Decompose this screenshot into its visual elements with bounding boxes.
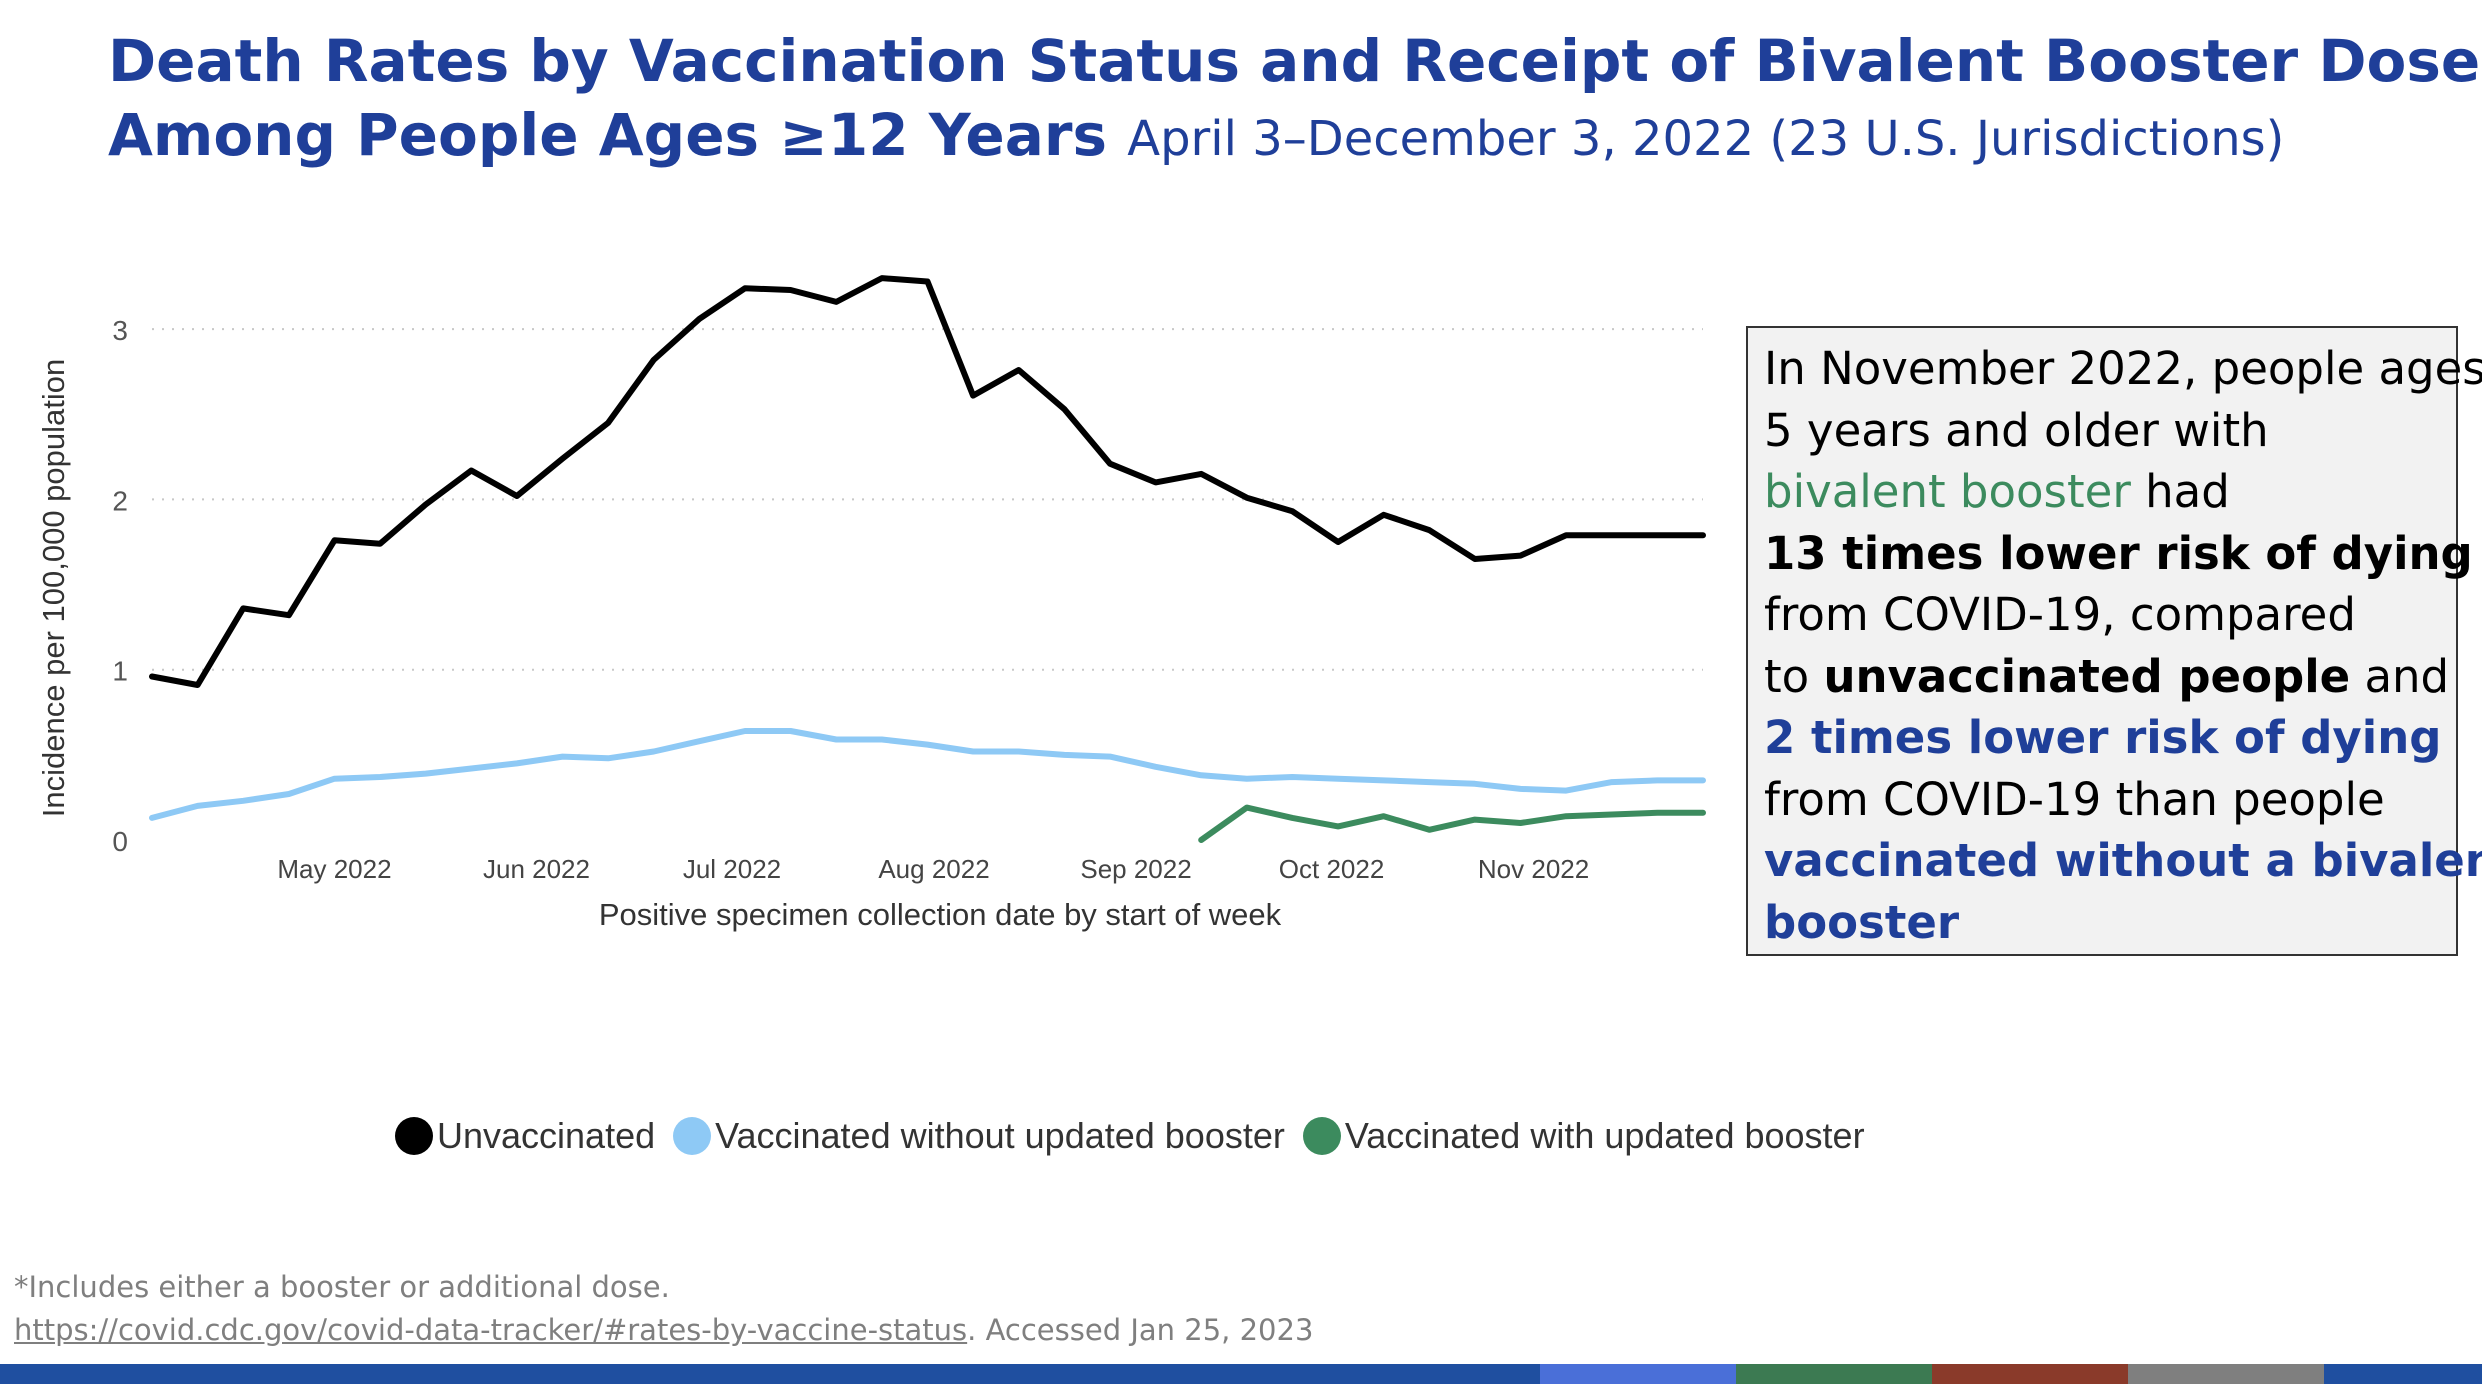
x-tick-label: Jun 2022 [483, 854, 590, 884]
callout-line: 5 years and older with [1764, 403, 2269, 457]
legend-dot-icon [673, 1117, 712, 1155]
chart-grid [152, 328, 1703, 671]
bar-segment [2128, 1364, 2324, 1384]
y-tick-label: 2 [112, 485, 128, 516]
bar-segment [1736, 1364, 1932, 1384]
x-tick-label: Aug 2022 [878, 854, 989, 884]
y-axis-ticks: 0 1 2 3 [112, 315, 128, 857]
x-tick-label: May 2022 [277, 854, 391, 884]
source-link[interactable]: https://covid.cdc.gov/covid-data-tracker… [14, 1313, 968, 1347]
bar-segment [0, 1364, 1540, 1384]
callout-line: In November 2022, people ages [1764, 342, 2482, 395]
callout-line: to unvaccinated people and [1764, 646, 2449, 708]
y-tick-label: 0 [112, 826, 128, 857]
y-axis-label: Incidence per 100,000 population [36, 359, 71, 817]
series-line-vaccinated-without-updated-booster [149, 728, 1706, 821]
slide-title: Death Rates by Vaccination Status and Re… [108, 24, 2482, 176]
x-axis-label: Positive specimen collection date by sta… [599, 897, 1282, 932]
accessed-date: . Accessed Jan 25, 2023 [967, 1313, 1314, 1347]
callout-bivalent-booster: bivalent booster [1764, 465, 2131, 518]
bottom-color-bar [0, 1364, 2482, 1384]
legend-label: Vaccinated without updated booster [715, 1115, 1285, 1156]
title-line-1: Death Rates by Vaccination Status and Re… [108, 27, 2482, 95]
x-axis-ticks: May 2022 Jun 2022 Jul 2022 Aug 2022 Sep 2022… [277, 854, 1589, 884]
callout-line: from COVID-19, compared [1764, 588, 2356, 641]
footnote: *Includes either a booster or additional… [14, 1270, 670, 1304]
callout-line: bivalent booster had [1764, 461, 2440, 523]
bar-segment [2324, 1364, 2482, 1384]
chart-series [149, 275, 1706, 843]
callout-text: had [2130, 465, 2230, 518]
callout-line-booster: booster [1764, 895, 1960, 949]
legend-item-unvaccinated[interactable]: Unvaccinated [395, 1115, 655, 1157]
legend-item-vaccinated-without-booster[interactable]: Vaccinated without updated booster [673, 1115, 1285, 1157]
series-line-unvaccinated [149, 275, 1706, 688]
line-chart: 0 1 2 3 May 2022 Jun 2022 Jul 2022 Aug 2022 Sep… [36, 275, 1706, 932]
legend-dot-icon [395, 1117, 433, 1155]
callout-box: In November 2022, people ages 5 years an… [1746, 326, 2482, 956]
callout-unvaccinated-people: unvaccinated people [1823, 649, 2351, 703]
title-subtitle: April 3–December 3, 2022 (23 U.S. Jurisd… [1127, 111, 2285, 167]
source-line: https://covid.cdc.gov/covid-data-tracker… [14, 1313, 1313, 1347]
x-tick-label: Oct 2022 [1279, 854, 1385, 884]
x-tick-label: Sep 2022 [1080, 854, 1191, 884]
callout-text: to [1764, 649, 1824, 703]
y-tick-label: 3 [112, 315, 128, 346]
legend-item-vaccinated-with-booster[interactable]: Vaccinated with updated booster [1302, 1115, 1865, 1157]
callout-line-13-times: 13 times lower risk of dying [1764, 526, 2473, 580]
y-tick-label: 1 [112, 656, 128, 687]
x-tick-label: Nov 2022 [1478, 854, 1589, 884]
callout-line-2-times: 2 times lower risk of dying [1764, 711, 2442, 764]
legend-label: Vaccinated with updated booster [1344, 1115, 1865, 1156]
legend-label: Unvaccinated [437, 1115, 656, 1156]
callout-line: from COVID-19 than people [1764, 772, 2385, 826]
x-tick-label: Jul 2022 [683, 854, 781, 884]
callout-text: and [2350, 649, 2450, 703]
title-line-2: Among People Ages ≥12 Years [108, 101, 1108, 169]
bar-segment [1932, 1364, 2128, 1384]
series-line-vaccinated-with-updated-booster [1198, 804, 1706, 843]
chart-legend: Unvaccinated Vaccinated without updated … [395, 1112, 1883, 1160]
bar-segment [1540, 1364, 1736, 1384]
callout-line-vaccinated: vaccinated without a bivalent [1764, 834, 2482, 887]
legend-dot-icon [1302, 1117, 1341, 1155]
